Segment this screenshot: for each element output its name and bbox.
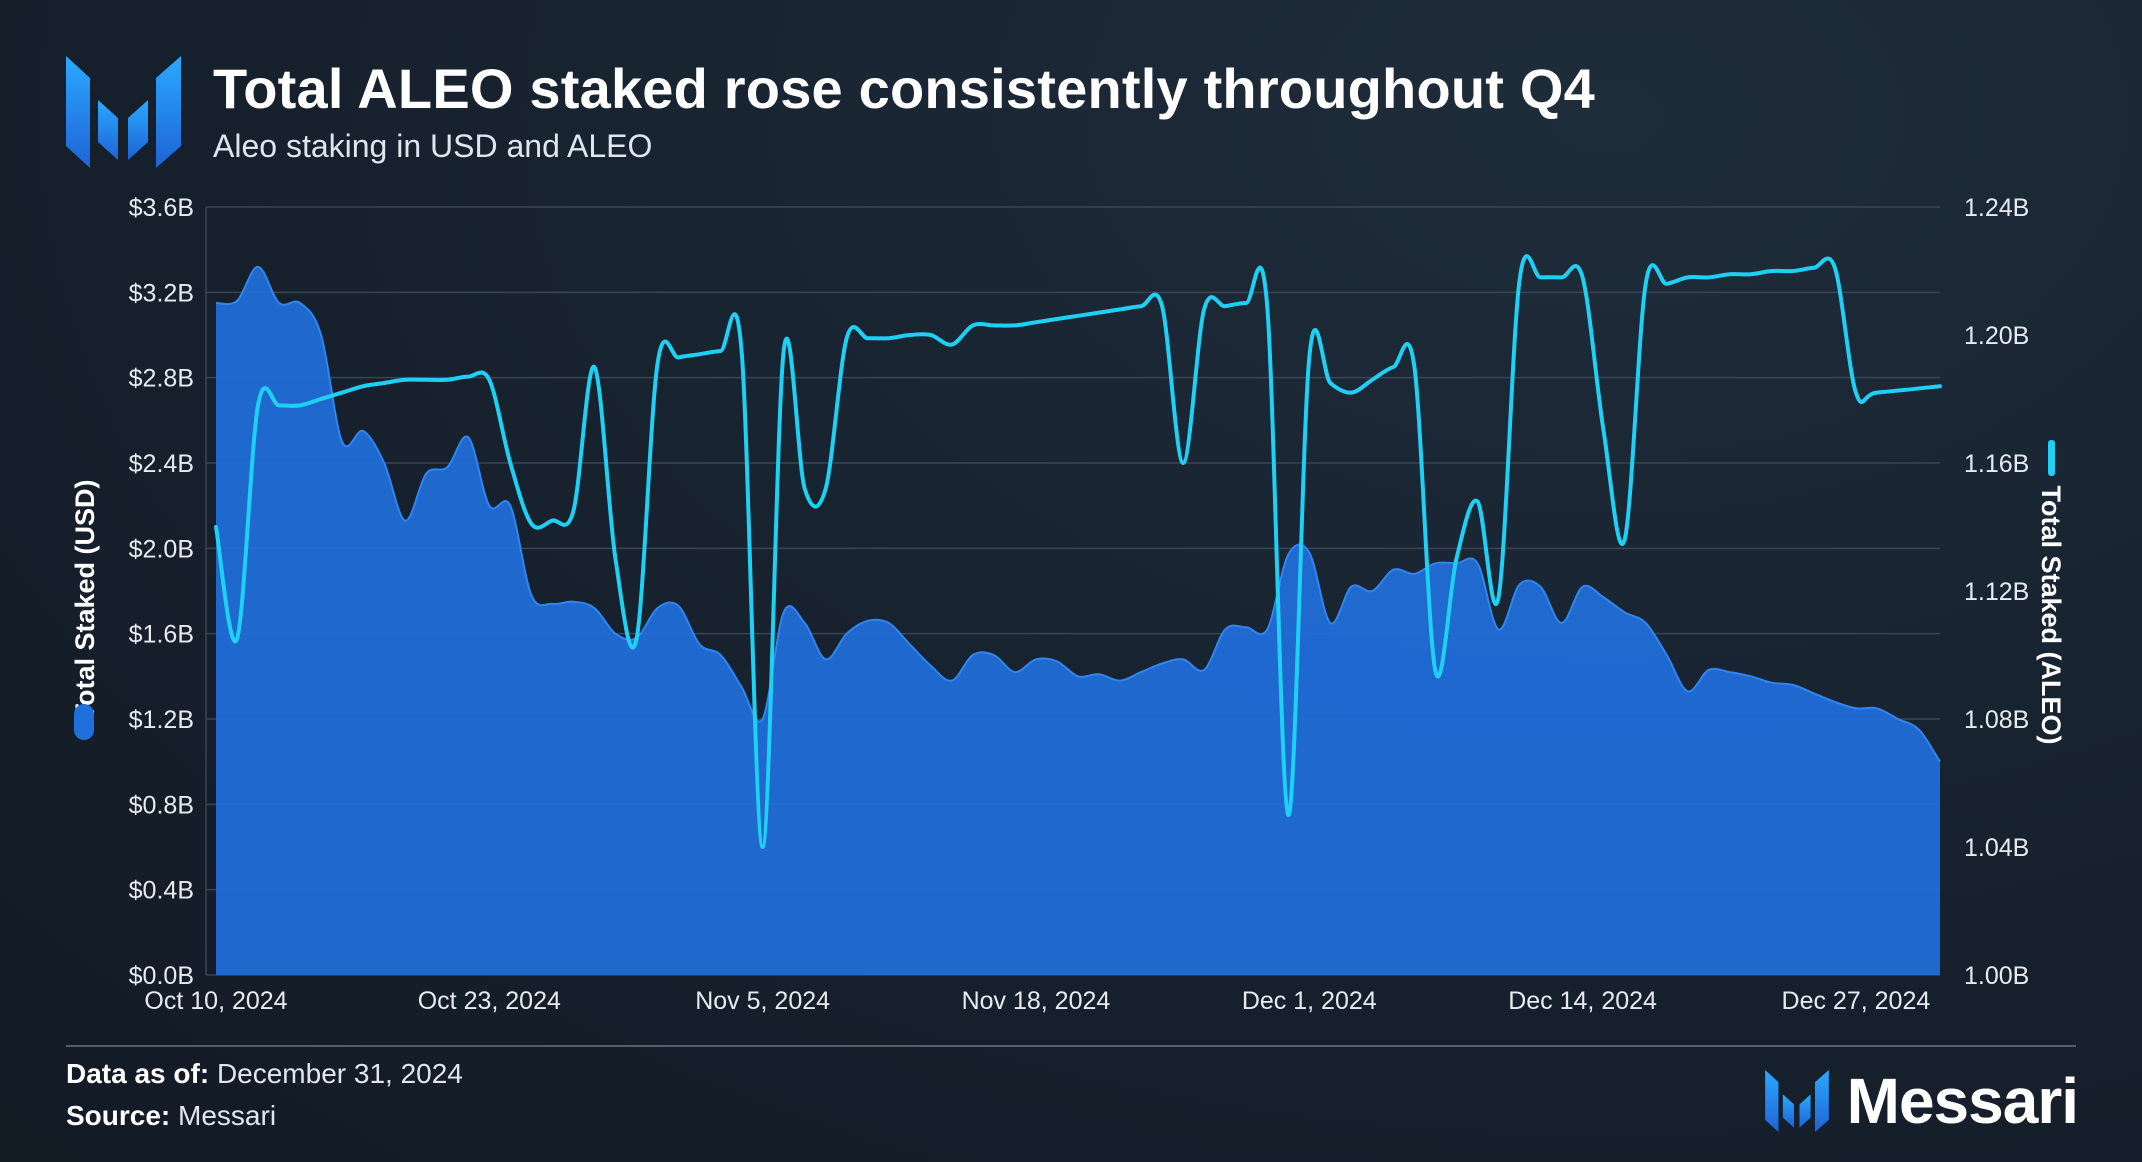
chart-subtitle: Aleo staking in USD and ALEO [213,128,653,164]
x-tick-label: Oct 23, 2024 [418,987,561,1015]
data-as-of-value: December 31, 2024 [216,1058,463,1089]
x-tick-label: Nov 18, 2024 [962,987,1111,1015]
x-tick-label: Dec 27, 2024 [1782,987,1931,1015]
left-tick-label: $3.2B [129,279,194,307]
left-tick-label: $1.6B [129,621,194,649]
left-axis-ticks: $0.0B $0.4B $0.8B $1.2B $1.6B $2.0B $2.4B $2.8B… [129,194,194,990]
aleo-line-series [214,254,1942,849]
right-tick-label: 1.24B [1964,194,2029,222]
left-tick-label: $2.4B [129,450,194,478]
usd-legend-swatch [74,704,94,740]
footer-divider [66,1045,2076,1047]
left-tick-label: $1.2B [129,706,194,734]
left-tick-label: $0.0B [129,962,194,990]
x-tick-label: Dec 1, 2024 [1242,987,1377,1015]
left-tick-label: $3.6B [129,194,194,222]
left-axis-label: Total Staked (USD) [70,479,100,720]
usd-area-series [216,266,1940,976]
messari-logo-icon [66,56,181,168]
right-tick-label: 1.16B [1964,450,2029,478]
right-tick-label: 1.20B [1964,322,2029,350]
left-tick-label: $2.0B [129,535,194,563]
right-tick-label: 1.00B [1964,962,2029,990]
right-axis-ticks: 1.00B 1.04B 1.08B 1.12B 1.16B 1.20B 1.24B [1964,194,2029,990]
x-tick-label: Dec 14, 2024 [1508,987,1657,1015]
x-axis-ticks: Oct 10, 2024 Oct 23, 2024 Nov 5, 2024 Nov 1… [144,987,1930,1015]
data-as-of-label: Data as of: [66,1058,210,1089]
source-label: Source: [66,1100,171,1131]
x-tick-label: Nov 5, 2024 [695,987,830,1015]
x-tick-label: Oct 10, 2024 [144,987,287,1015]
messari-brand-icon [1764,1070,1829,1132]
right-tick-label: 1.12B [1964,578,2029,606]
chart-title: Total ALEO staked rose consistently thro… [213,57,1595,120]
right-axis-label: Total Staked (ALEO) [2036,485,2066,744]
aleo-legend-swatch [2048,440,2055,476]
left-tick-label: $0.4B [129,877,194,905]
usd-area-edge [215,265,1941,763]
source: Source: Messari [66,1100,276,1132]
brand-logo: Messari [1764,1064,2079,1138]
right-tick-label: 1.08B [1964,706,2029,734]
data-as-of: Data as of: December 31, 2024 [66,1058,463,1090]
source-value: Messari [178,1100,277,1131]
right-tick-label: 1.04B [1964,834,2029,862]
left-tick-label: $2.8B [129,365,194,393]
brand-name: Messari [1846,1065,2079,1137]
left-tick-label: $0.8B [129,791,194,819]
